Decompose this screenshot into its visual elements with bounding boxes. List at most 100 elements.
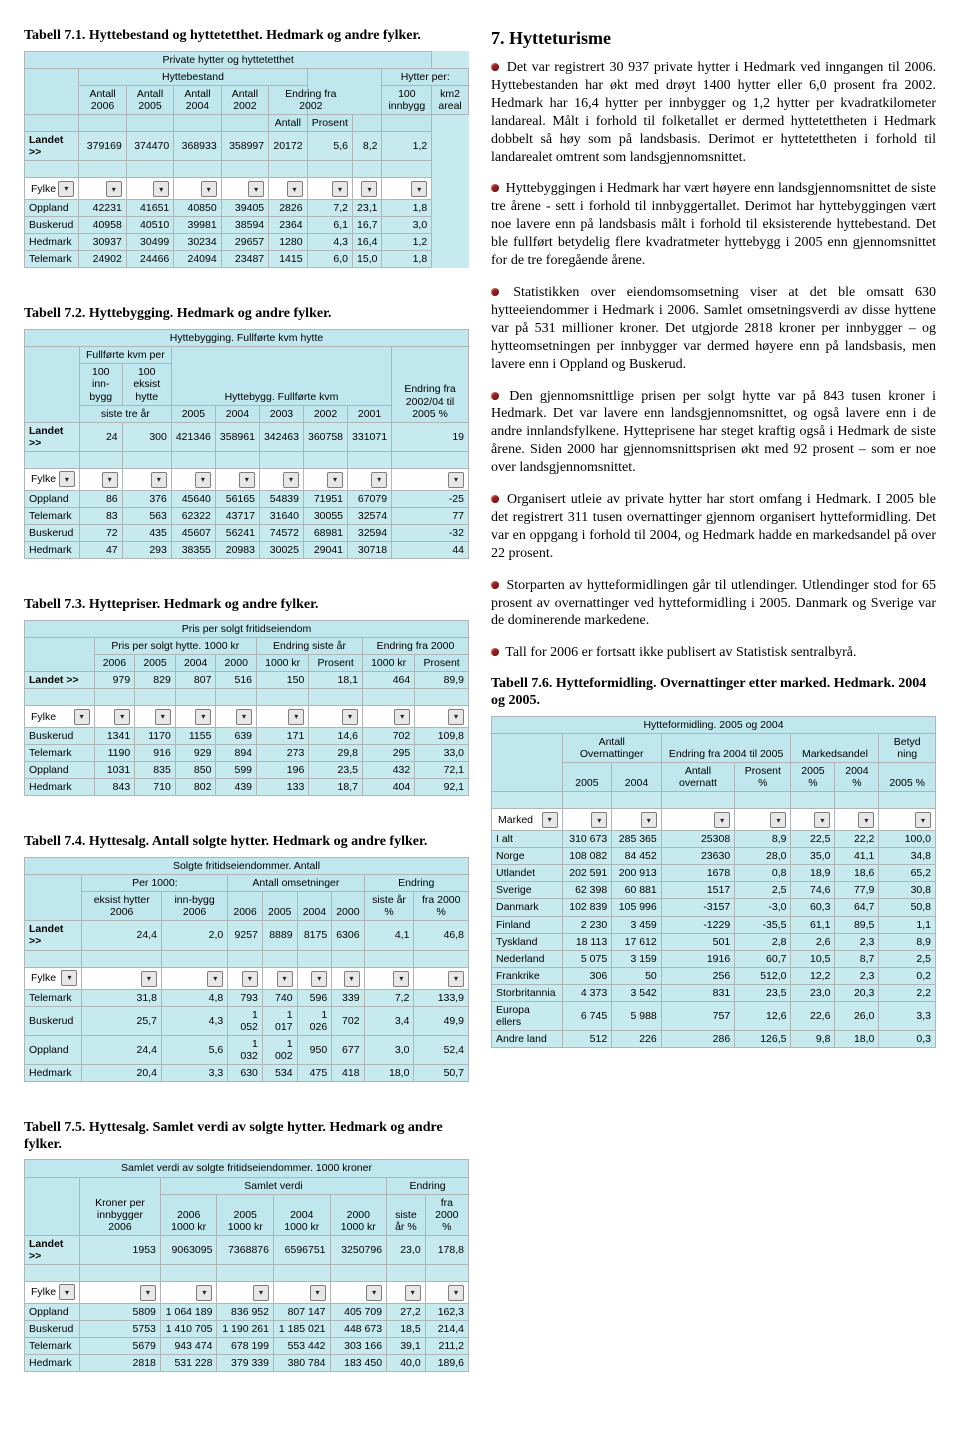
cell: 1 026 (297, 1006, 332, 1035)
cell: 757 (661, 1001, 734, 1030)
cell: 5679 (80, 1338, 161, 1355)
cell: 1916 (661, 950, 734, 967)
filter-cell[interactable]: ▾ (161, 967, 227, 989)
filter-cell[interactable]: ▾ (348, 468, 392, 490)
table-row-label: Oppland (25, 490, 80, 507)
cell: 183 450 (330, 1355, 387, 1372)
cell: 273 (257, 745, 309, 762)
filter-cell[interactable]: ▾ (175, 706, 216, 728)
filter-cell[interactable]: ▾ (309, 706, 363, 728)
cell: 35,0 (791, 848, 835, 865)
chevron-down-icon: ▾ (448, 472, 464, 488)
filter-cell[interactable]: ▾ (303, 468, 347, 490)
filter-cell[interactable]: ▾ (879, 809, 936, 831)
chevron-down-icon: ▾ (448, 1285, 464, 1301)
filter-cell[interactable]: ▾ (835, 809, 879, 831)
cell: 56241 (215, 524, 259, 541)
filter-cell[interactable]: ▾ (269, 178, 307, 200)
filter-cell[interactable]: ▾ (259, 468, 303, 490)
filter-cell[interactable]: ▾ (791, 809, 835, 831)
filter-cell[interactable]: ▾ (661, 809, 734, 831)
chevron-down-icon: ▾ (448, 971, 464, 987)
filter-cell[interactable]: ▾ (79, 178, 126, 200)
filter-cell[interactable]: ▾ (216, 706, 257, 728)
chevron-down-icon: ▾ (327, 472, 343, 488)
filter-cell[interactable]: ▾ (122, 468, 171, 490)
cell: 86 (79, 490, 122, 507)
filter-cell[interactable]: ▾ (353, 178, 382, 200)
cell: 42231 (79, 200, 126, 217)
filter-cell[interactable]: ▾ (217, 1281, 274, 1303)
filter-cell[interactable]: ▾ (362, 706, 414, 728)
filter-cell[interactable]: ▾ (160, 1281, 217, 1303)
cell: 23630 (661, 848, 734, 865)
cell: 60,7 (735, 950, 791, 967)
cell: 211,2 (425, 1338, 468, 1355)
cell: 1,8 (382, 200, 432, 217)
table-row-label: Buskerud (25, 728, 95, 745)
cell: 72,1 (415, 762, 469, 779)
cell: 1 032 (228, 1035, 263, 1064)
cell: 1280 (269, 234, 307, 251)
cell: 8,2 (353, 132, 382, 161)
cell: 5809 (80, 1303, 161, 1320)
filter-cell[interactable]: ▾ (735, 809, 791, 831)
filter-cell[interactable]: ▾ (94, 706, 135, 728)
filter-cell[interactable]: ▾ (82, 967, 161, 989)
cell: 41651 (126, 200, 173, 217)
cell: 2,5 (735, 882, 791, 899)
cell: 25,7 (82, 1006, 161, 1035)
filter-cell[interactable]: ▾ (425, 1281, 468, 1303)
filter-cell[interactable]: ▾ (273, 1281, 330, 1303)
filter-cell[interactable]: ▾ (257, 706, 309, 728)
filter-cell[interactable]: ▾ (415, 706, 469, 728)
table-t76: Hytteformidling. 2005 og 2004 Antall Ove… (491, 716, 936, 1048)
filter-cell[interactable]: ▾ (307, 178, 352, 200)
filter-cell[interactable]: ▾ (171, 468, 215, 490)
cell: 802 (175, 779, 216, 796)
chevron-down-icon: ▾ (344, 971, 360, 987)
cell: 807 (175, 672, 216, 689)
filter-cell[interactable]: ▾ (387, 1281, 426, 1303)
filter-select[interactable]: Fylke▾ (25, 967, 82, 989)
filter-cell[interactable]: ▾ (382, 178, 432, 200)
cell: 435 (122, 524, 171, 541)
filter-cell[interactable]: ▾ (215, 468, 259, 490)
cell: 18,5 (387, 1320, 426, 1337)
filter-cell[interactable]: ▾ (228, 967, 263, 989)
cell: 4,1 (364, 921, 414, 950)
chevron-down-icon: ▾ (248, 181, 264, 197)
filter-cell[interactable]: ▾ (414, 967, 469, 989)
filter-select[interactable]: Fylke▾ (25, 706, 95, 728)
filter-select[interactable]: Marked▾ (492, 809, 563, 831)
filter-cell[interactable]: ▾ (126, 178, 173, 200)
chevron-down-icon: ▾ (542, 812, 558, 828)
filter-cell[interactable]: ▾ (221, 178, 268, 200)
table-row-label: Buskerud (25, 217, 79, 234)
table-row-label: Danmark (492, 899, 563, 916)
filter-select[interactable]: Fylke▾ (25, 1281, 80, 1303)
filter-cell[interactable]: ▾ (392, 468, 469, 490)
filter-select[interactable]: Fylke▾ (25, 178, 79, 200)
table-t72: Hyttebygging. Fullførte kvm hytte Fullfø… (24, 329, 469, 559)
paragraph: Tall for 2006 er fortsatt ikke publisert… (491, 644, 936, 662)
cell: 214,4 (425, 1320, 468, 1337)
filter-cell[interactable]: ▾ (330, 1281, 387, 1303)
filter-cell[interactable]: ▾ (174, 178, 221, 200)
caption-t73: Tabell 7.3. Hyttepriser. Hedmark og andr… (24, 597, 469, 614)
filter-cell[interactable]: ▾ (364, 967, 414, 989)
cell: 702 (362, 728, 414, 745)
filter-cell[interactable]: ▾ (79, 468, 122, 490)
cell: -1229 (661, 916, 734, 933)
filter-select[interactable]: Fylke▾ (25, 468, 80, 490)
filter-cell[interactable]: ▾ (262, 967, 297, 989)
filter-cell[interactable]: ▾ (332, 967, 364, 989)
cell: 20,4 (82, 1064, 161, 1081)
filter-cell[interactable]: ▾ (297, 967, 332, 989)
filter-cell[interactable]: ▾ (80, 1281, 161, 1303)
filter-cell[interactable]: ▾ (135, 706, 176, 728)
cell: 360758 (303, 422, 347, 451)
filter-cell[interactable]: ▾ (562, 809, 612, 831)
filter-cell[interactable]: ▾ (612, 809, 662, 831)
cell: 108 082 (562, 848, 612, 865)
